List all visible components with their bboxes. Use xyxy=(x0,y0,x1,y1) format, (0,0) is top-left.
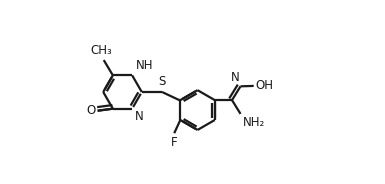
Text: OH: OH xyxy=(255,79,273,92)
Text: CH₃: CH₃ xyxy=(91,44,112,57)
Text: N: N xyxy=(135,110,144,123)
Text: S: S xyxy=(158,75,166,88)
Text: NH₂: NH₂ xyxy=(243,116,265,129)
Text: F: F xyxy=(171,136,177,149)
Text: NH: NH xyxy=(136,59,153,72)
Text: N: N xyxy=(231,71,239,84)
Text: O: O xyxy=(86,104,95,117)
